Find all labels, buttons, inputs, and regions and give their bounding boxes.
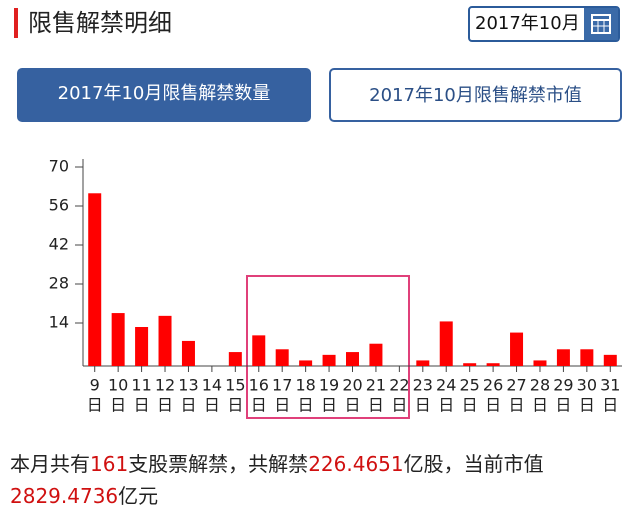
stock-count: 161 xyxy=(90,452,129,476)
summary-text: 本月共有 xyxy=(10,452,90,476)
share-total: 226.4651 xyxy=(308,452,404,476)
x-tick-unit: 日 xyxy=(485,396,501,415)
y-tick-label: 56 xyxy=(49,196,69,215)
x-tick-label: 13 xyxy=(178,376,198,395)
x-tick-unit: 日 xyxy=(391,396,407,415)
x-tick-label: 26 xyxy=(483,376,503,395)
summary-text: 亿元 xyxy=(118,484,159,508)
x-tick-label: 17 xyxy=(272,376,292,395)
summary: 本月共有161支股票解禁，共解禁226.4651亿股，当前市值 2829.4736… xyxy=(10,448,570,512)
x-tick-unit: 日 xyxy=(344,396,360,415)
bar xyxy=(580,349,594,366)
date-text: 2017年10月 xyxy=(475,13,580,34)
x-tick-unit: 日 xyxy=(532,396,548,415)
x-tick-label: 16 xyxy=(249,376,269,395)
bar xyxy=(556,349,570,366)
bar xyxy=(252,335,266,366)
tab-quantity[interactable]: 2017年10月限售解禁数量 xyxy=(17,68,311,122)
x-tick-unit: 日 xyxy=(415,396,431,415)
x-tick-label: 30 xyxy=(577,376,597,395)
x-tick-unit: 日 xyxy=(509,396,525,415)
y-tick-label: 70 xyxy=(49,157,69,176)
x-tick-label: 10 xyxy=(108,376,128,395)
x-tick-unit: 日 xyxy=(251,396,267,415)
x-tick-label: 11 xyxy=(131,376,151,395)
y-tick-label: 28 xyxy=(49,274,69,293)
bar xyxy=(228,352,242,366)
bar xyxy=(486,363,500,366)
x-tick-label: 22 xyxy=(389,376,409,395)
bar xyxy=(275,349,289,366)
x-tick-unit: 日 xyxy=(298,396,314,415)
summary-text: 支股票解禁，共解禁 xyxy=(128,452,309,476)
highlight-box xyxy=(246,275,410,419)
x-tick-label: 25 xyxy=(459,376,479,395)
bar xyxy=(111,313,125,366)
x-tick-unit: 日 xyxy=(134,396,150,415)
bar xyxy=(88,193,102,366)
bar xyxy=(181,340,195,366)
bar xyxy=(533,360,547,366)
x-tick-label: 18 xyxy=(295,376,315,395)
x-tick-unit: 日 xyxy=(462,396,478,415)
x-tick-label: 12 xyxy=(155,376,175,395)
summary-text: 亿股，当前市值 xyxy=(403,452,544,476)
x-tick-unit: 日 xyxy=(110,396,126,415)
x-tick-label: 24 xyxy=(436,376,456,395)
x-tick-label: 20 xyxy=(342,376,362,395)
bar xyxy=(369,343,383,366)
bar xyxy=(439,321,453,366)
x-tick-label: 19 xyxy=(319,376,339,395)
y-tick-label: 14 xyxy=(49,313,69,332)
x-tick-unit: 日 xyxy=(227,396,243,415)
bar xyxy=(603,354,617,366)
x-tick-unit: 日 xyxy=(274,396,290,415)
x-tick-unit: 日 xyxy=(157,396,173,415)
bar xyxy=(322,354,336,366)
bar xyxy=(158,315,172,366)
x-tick-unit: 日 xyxy=(321,396,337,415)
tab-value[interactable]: 2017年10月限售解禁市值 xyxy=(329,68,622,122)
bar xyxy=(510,332,524,366)
x-tick-label: 9 xyxy=(90,376,100,395)
bar xyxy=(463,363,477,366)
bar xyxy=(299,360,313,366)
x-tick-unit: 日 xyxy=(180,396,196,415)
y-tick-label: 42 xyxy=(49,235,69,254)
market-value: 2829.4736 xyxy=(10,484,119,508)
x-tick-label: 14 xyxy=(202,376,222,395)
chart: 14284256709日10日11日12日13日14日15日16日17日18日1… xyxy=(49,157,622,419)
bar xyxy=(135,327,149,366)
x-tick-unit: 日 xyxy=(579,396,595,415)
x-tick-label: 29 xyxy=(553,376,573,395)
calendar-glyph xyxy=(591,14,611,34)
bar xyxy=(346,352,359,366)
section-title: 限售解禁明细 xyxy=(14,8,172,38)
x-tick-unit: 日 xyxy=(368,396,384,415)
x-tick-label: 15 xyxy=(225,376,245,395)
x-tick-label: 27 xyxy=(506,376,526,395)
x-tick-unit: 日 xyxy=(555,396,571,415)
x-tick-unit: 日 xyxy=(204,396,220,415)
x-tick-label: 23 xyxy=(413,376,433,395)
x-tick-label: 28 xyxy=(530,376,550,395)
x-tick-unit: 日 xyxy=(438,396,454,415)
x-tick-label: 31 xyxy=(600,376,620,395)
x-tick-label: 21 xyxy=(366,376,386,395)
x-tick-unit: 日 xyxy=(602,396,618,415)
x-tick-unit: 日 xyxy=(87,396,103,415)
calendar-icon[interactable] xyxy=(584,8,618,40)
bar xyxy=(416,360,430,366)
date-picker[interactable]: 2017年10月 xyxy=(468,6,620,42)
